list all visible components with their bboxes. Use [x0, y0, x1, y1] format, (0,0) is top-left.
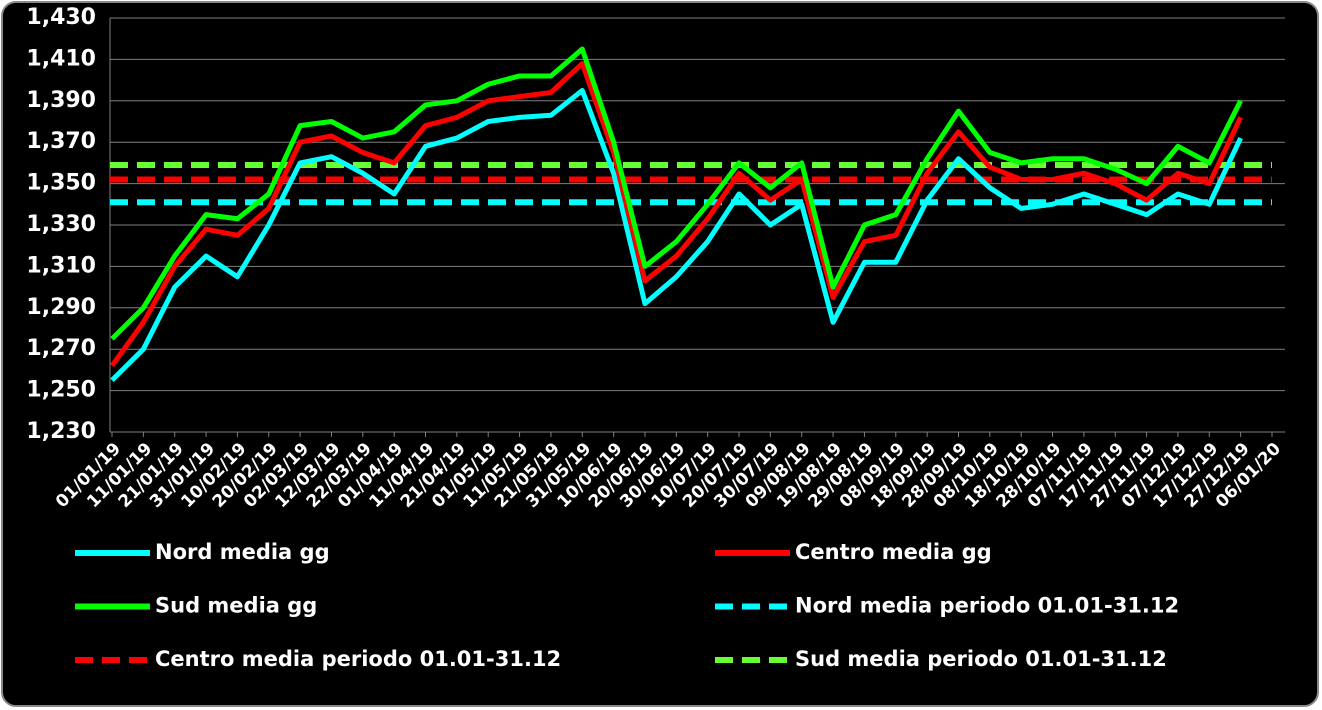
y-tick-label: 1,350	[26, 171, 96, 196]
y-tick-label: 1,250	[26, 378, 96, 403]
series-line	[110, 87, 1243, 383]
y-tick-label: 1,230	[26, 419, 96, 444]
y-tick-label: 1,290	[26, 295, 96, 320]
legend-label: Nord media periodo 01.01-31.12	[795, 594, 1179, 618]
y-tick-label: 1,410	[26, 46, 96, 71]
series-line	[110, 46, 1243, 341]
y-tick-label: 1,330	[26, 212, 96, 237]
legend-label: Sud media gg	[155, 594, 317, 618]
y-tick-label: 1,270	[26, 336, 96, 361]
legend-label: Centro media periodo 01.01-31.12	[155, 647, 561, 671]
legend-label: Nord media gg	[155, 540, 330, 564]
y-tick-label: 1,430	[26, 5, 96, 30]
series-line	[109, 61, 1243, 368]
y-tick-label: 1,390	[26, 88, 96, 113]
legend-label: Centro media gg	[795, 540, 992, 564]
y-tick-label: 1,310	[26, 253, 96, 278]
legend-label: Sud media periodo 01.01-31.12	[795, 647, 1167, 671]
y-tick-label: 1,370	[26, 129, 96, 154]
